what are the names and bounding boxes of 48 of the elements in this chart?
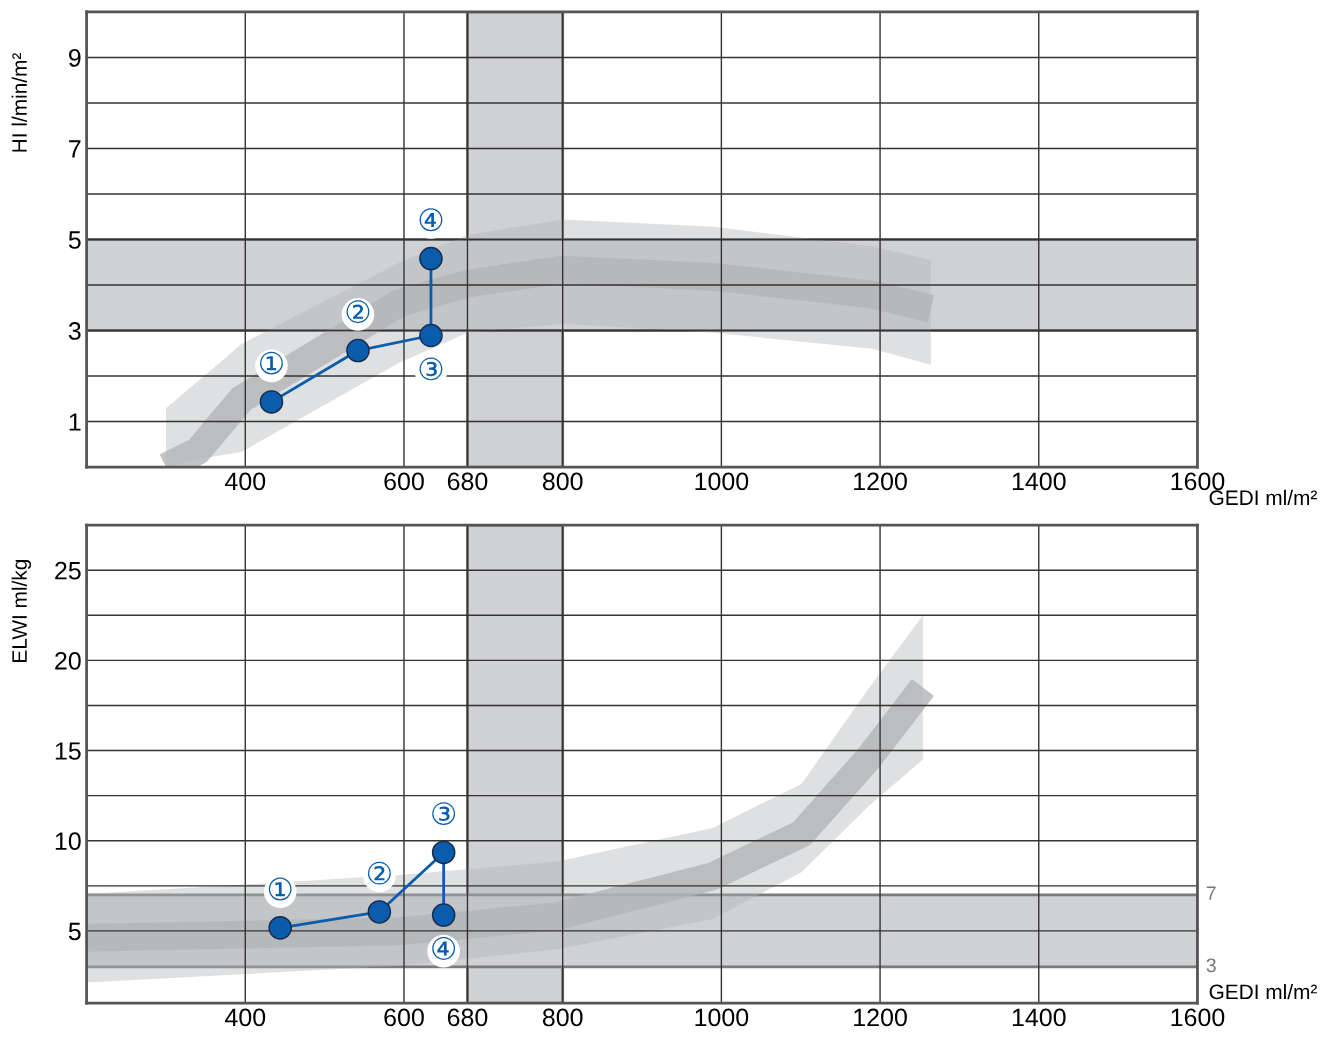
x-tick-label: 600	[384, 472, 424, 491]
x-tick-label: 680	[447, 472, 488, 491]
point	[346, 338, 370, 363]
x-tick-label: 1000	[695, 472, 749, 491]
y-tick-label: 5	[68, 922, 81, 941]
y-tick-label: 10	[55, 832, 81, 851]
x-tick-label: 1600	[1171, 472, 1225, 491]
annotation: 7	[1206, 886, 1216, 900]
y-tick-label: 1	[69, 413, 81, 431]
x-axis-title: GEDI ml/m²	[1209, 983, 1317, 1000]
y-axis-title: HI l/min/m²	[11, 53, 27, 152]
annotation: ①	[260, 351, 283, 375]
y-tick-label: 20	[55, 651, 81, 670]
point	[268, 916, 292, 940]
y-tick-label: 15	[55, 742, 81, 760]
point	[259, 390, 284, 414]
y-tick-label: 3	[68, 322, 81, 340]
y-tick-label: 7	[69, 140, 81, 158]
x-tick-label: 1000	[695, 1008, 749, 1027]
x-axis-title: GEDI ml/m²	[1209, 489, 1317, 506]
x-tick-label: 1200	[854, 472, 907, 491]
annotation: ①	[268, 877, 292, 901]
point	[367, 900, 392, 924]
y-tick-label: 25	[55, 561, 81, 580]
annotation: ②	[346, 300, 370, 324]
x-tick-label: 400	[225, 1008, 266, 1027]
annotation: ③	[419, 357, 443, 381]
x-tick-label: 600	[384, 1008, 424, 1027]
y-axis-title: ELWI ml/kg	[11, 560, 32, 662]
x-tick-label: 1400	[1012, 1008, 1066, 1027]
x-tick-label: 1600	[1171, 1008, 1225, 1027]
y-tick-label: 9	[68, 49, 81, 67]
annotation: ②	[367, 861, 391, 885]
x-tick-label: 800	[542, 1008, 583, 1027]
x-tick-label: 1400	[1012, 472, 1066, 491]
x-tick-label: 800	[542, 472, 583, 491]
annotation: ④	[432, 937, 456, 960]
annotation: ③	[432, 802, 456, 826]
point	[419, 323, 443, 348]
x-tick-label: 1200	[854, 1008, 907, 1027]
point	[431, 840, 456, 865]
y-tick-label: 5	[68, 231, 81, 249]
annotation: ④	[419, 208, 443, 232]
annotation: 3	[1206, 958, 1216, 973]
x-tick-label: 400	[225, 472, 266, 491]
point	[419, 246, 443, 271]
x-tick-label: 680	[447, 1008, 488, 1027]
point	[431, 903, 456, 927]
